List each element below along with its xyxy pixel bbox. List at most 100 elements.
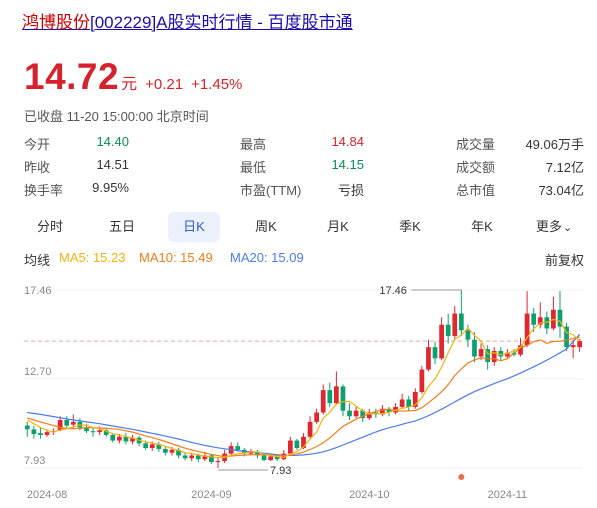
- tab-0[interactable]: 分时: [24, 212, 76, 242]
- candle-body: [524, 313, 530, 346]
- candle-body: [149, 444, 155, 449]
- candle-body: [248, 451, 254, 454]
- tab-label: 月K: [327, 219, 349, 234]
- candle-body: [518, 345, 523, 355]
- page-title-link[interactable]: 鸿博股份[002229]A股实时行情 - 百度股市通: [22, 8, 353, 33]
- candle-body: [195, 455, 201, 460]
- stock-name[interactable]: 鸿博股份: [22, 13, 90, 32]
- y-tick-label: 12.70: [24, 366, 52, 378]
- candle-body: [465, 330, 471, 340]
- event-marker-dot: [458, 474, 465, 480]
- candle-body: [399, 399, 405, 407]
- candle-body: [419, 369, 425, 392]
- candle-body: [452, 313, 458, 336]
- candle-body: [215, 461, 221, 463]
- stat-label: 市盈(TTM): [240, 183, 302, 198]
- price-unit: 元: [121, 76, 138, 93]
- tab-6[interactable]: 年K: [456, 212, 508, 242]
- candle-body: [84, 427, 89, 432]
- candle-body: [57, 419, 63, 431]
- stat-label: 成交额: [456, 160, 496, 175]
- tab-label: 日K: [183, 219, 205, 234]
- stat-value: 73.04亿: [538, 183, 584, 198]
- candle-body: [44, 432, 50, 435]
- stat-value: 14.84: [331, 134, 364, 149]
- candle-body: [202, 455, 208, 460]
- ma-legend-title: 均线: [24, 253, 51, 268]
- candle-body: [156, 444, 162, 449]
- candle-body: [360, 410, 366, 419]
- candle-body: [163, 448, 168, 453]
- stat-value: 9.95%: [92, 180, 129, 195]
- tab-7[interactable]: 更多⌄: [528, 212, 580, 242]
- stat-label: 最高: [240, 137, 267, 152]
- x-tick-label: 2024-08: [27, 489, 67, 501]
- candle-body: [314, 412, 320, 422]
- candle-body: [38, 433, 43, 435]
- candle-body: [24, 425, 30, 430]
- title-rest[interactable]: [002229]A股实时行情 - 百度股市通: [90, 13, 353, 32]
- candle-body: [564, 326, 569, 348]
- kline-chart[interactable]: 17.46 12.70 7.93 17.46 7.93 2024-08 2024-09 202…: [0, 272, 597, 508]
- stat-value: 14.51: [96, 157, 129, 172]
- stat-label: 最低: [240, 160, 267, 175]
- candle-body: [366, 412, 372, 419]
- candle-body: [386, 408, 392, 413]
- candle-body: [169, 449, 175, 453]
- candle-body: [116, 436, 122, 441]
- candle-body: [320, 390, 326, 413]
- candle-body: [97, 430, 102, 433]
- min-price-label: 7.93: [270, 465, 291, 477]
- stat-value: 7.12亿: [545, 160, 584, 175]
- candle-body: [281, 453, 287, 460]
- candle-body: [347, 410, 352, 417]
- candle-body: [478, 349, 484, 357]
- candle-body: [491, 350, 497, 363]
- candle-body: [70, 421, 76, 425]
- candle-body: [485, 349, 491, 363]
- tab-label: 五日: [108, 219, 135, 234]
- candle-body: [577, 341, 583, 348]
- candle-body: [307, 421, 313, 437]
- candle-body: [353, 410, 359, 417]
- tab-5[interactable]: 季K: [384, 212, 436, 242]
- candle-body: [531, 313, 537, 325]
- stat-label: 昨收: [24, 160, 51, 175]
- candle-body: [90, 431, 96, 433]
- candle-body: [327, 390, 333, 404]
- candle-body: [426, 347, 431, 370]
- tab-4[interactable]: 月K: [312, 212, 364, 242]
- stat-label: 换手率: [24, 183, 64, 198]
- price-change: +0.21: [145, 76, 184, 93]
- candle-body: [64, 419, 70, 426]
- candle-body: [255, 451, 260, 456]
- chart-period-tabs: 分时 五日 日K 周K 月K 季K 年K 更多⌄: [24, 212, 580, 242]
- stat-label: 总市值: [456, 183, 496, 198]
- candle-body: [498, 350, 504, 357]
- candle-body: [472, 339, 477, 357]
- price-adjust-toggle[interactable]: 前复权: [544, 253, 584, 268]
- stat-value: 14.40: [96, 134, 129, 149]
- candle-body: [130, 437, 135, 442]
- tab-1[interactable]: 五日: [96, 212, 148, 242]
- candle-body: [31, 429, 37, 435]
- ma20-line: [27, 333, 581, 457]
- ma5-label: MA5: 15.23: [59, 250, 126, 265]
- candle-body: [380, 408, 385, 415]
- candle-body: [235, 446, 241, 450]
- candle-body: [287, 440, 293, 454]
- candle-body: [557, 309, 563, 327]
- candle-body: [123, 436, 129, 442]
- tab-label: 年K: [471, 219, 493, 234]
- y-tick-label: 7.93: [24, 455, 45, 467]
- x-tick-label: 2024-11: [488, 489, 528, 501]
- candle-body: [182, 455, 188, 459]
- y-tick-label: 17.46: [24, 285, 52, 297]
- candle-body: [432, 347, 438, 359]
- tab-2[interactable]: 日K: [168, 212, 220, 242]
- tab-3[interactable]: 周K: [240, 212, 292, 242]
- candle-body: [294, 440, 300, 449]
- candle-body: [412, 391, 418, 407]
- price-change-percent: +1.45%: [191, 76, 243, 93]
- candle-body: [143, 443, 149, 449]
